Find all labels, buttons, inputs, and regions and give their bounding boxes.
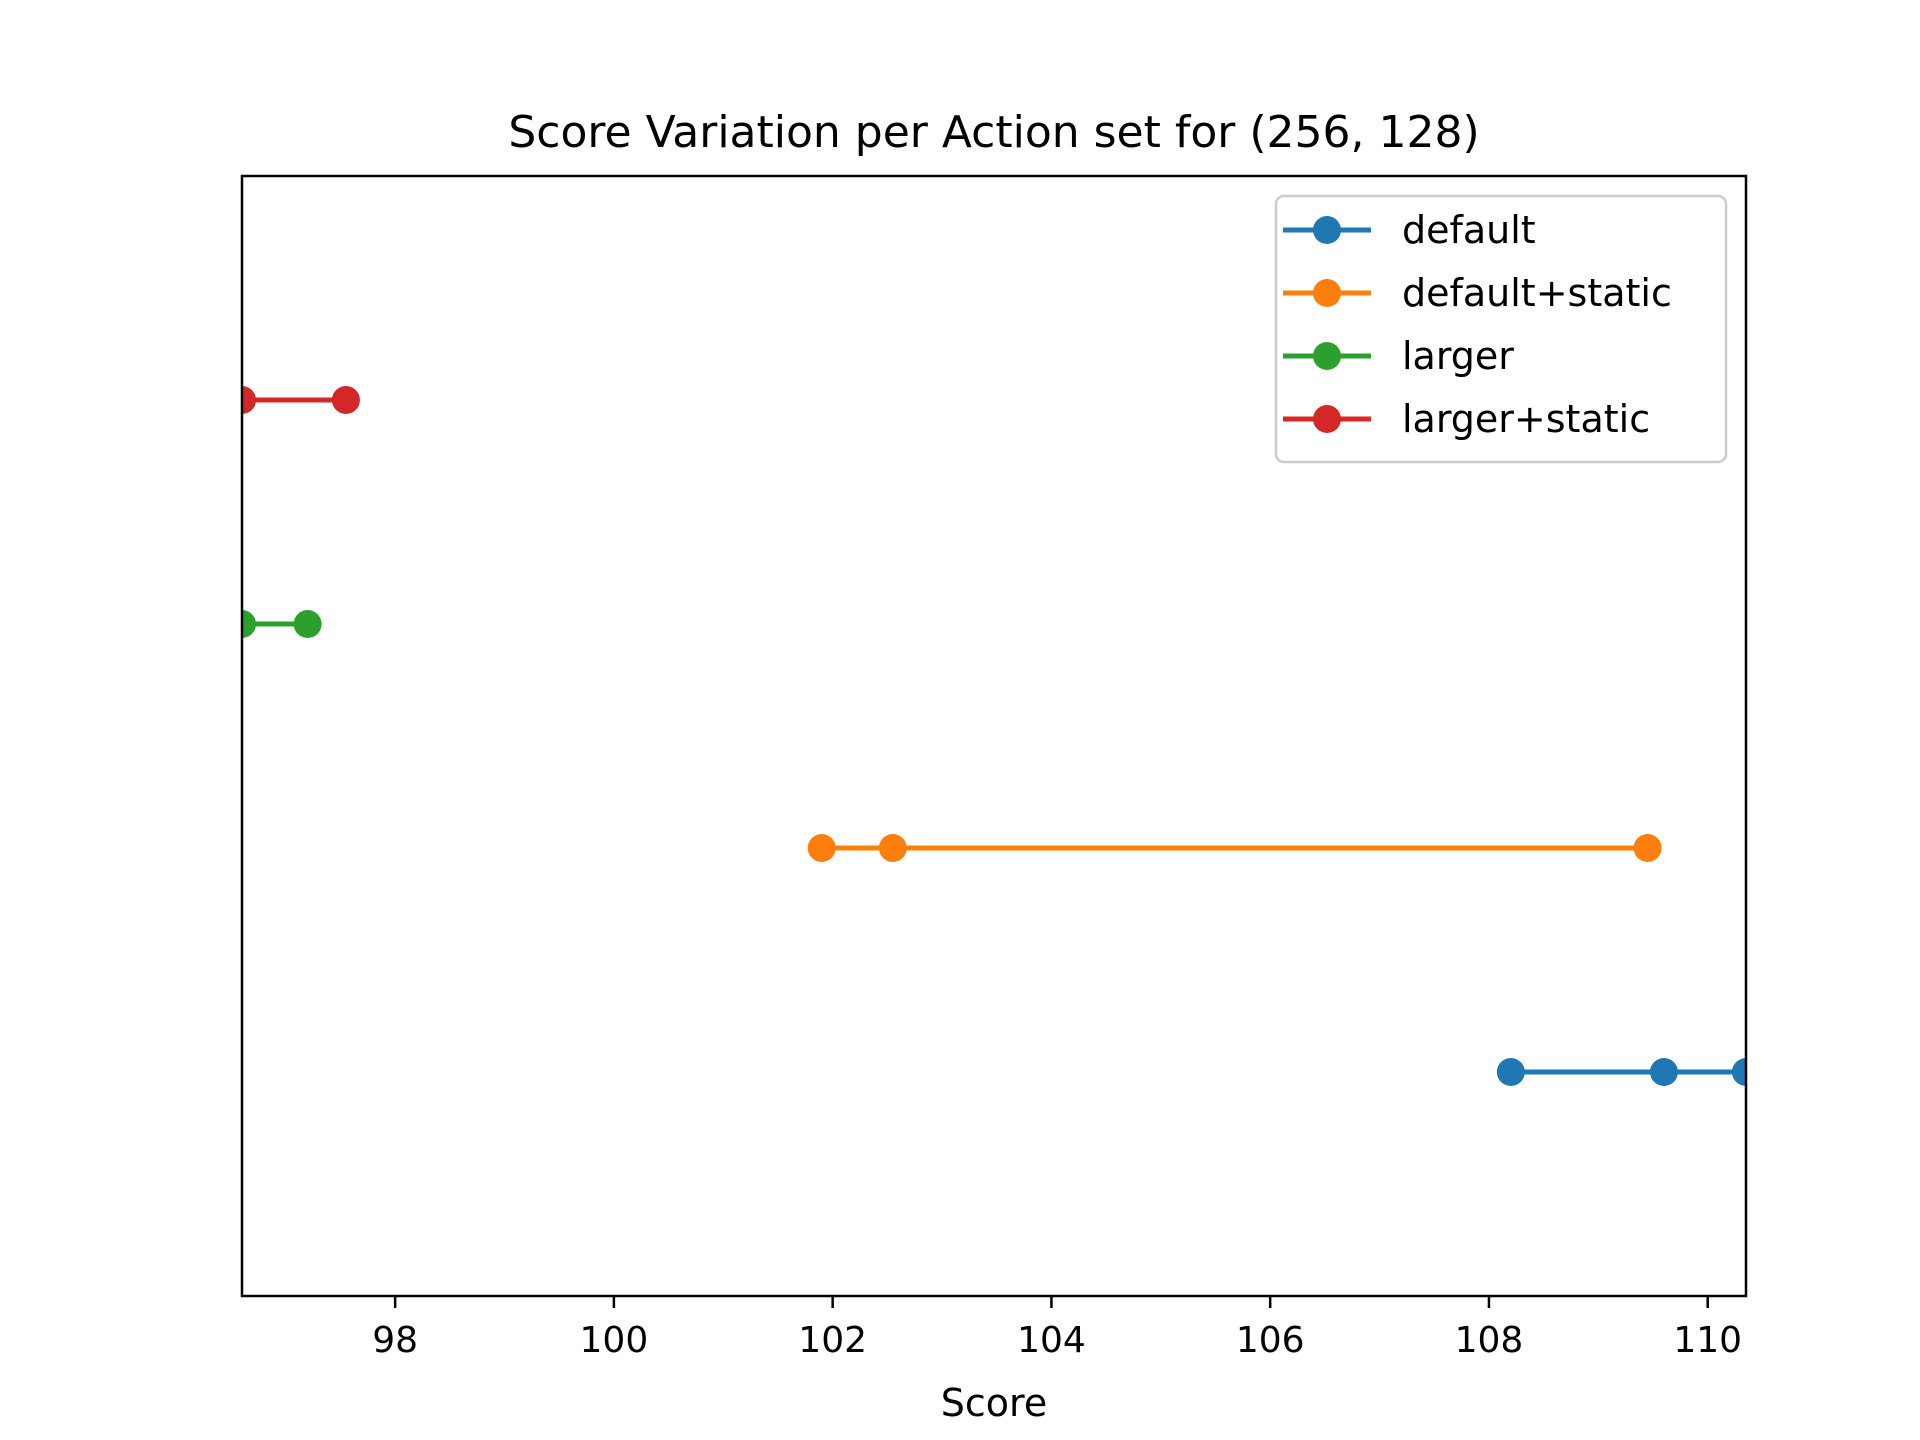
legend-items: default default+static larger larger+static: [1283, 208, 1672, 441]
legend-frame: [1274, 194, 1728, 464]
data-point-larger-1: [293, 610, 322, 638]
x-tick-label: 108: [1455, 1320, 1524, 1361]
x-tick-label: 106: [1236, 1320, 1305, 1361]
legend-marker-larger: [1313, 342, 1341, 370]
data-point-default+static-1: [878, 834, 907, 862]
data-point-default-1: [1649, 1058, 1678, 1086]
legend-label-larger+static: larger+static: [1402, 397, 1650, 441]
x-tick-label: 102: [798, 1320, 867, 1361]
data-point-larger+static-0: [242, 386, 256, 414]
data-point-default+static-0: [807, 834, 836, 862]
plot-frame: [240, 174, 1748, 1298]
legend-marker-default+static: [1313, 279, 1341, 307]
series-layer: [242, 386, 1746, 1086]
legend-label-default: default: [1402, 208, 1536, 252]
data-point-larger-0: [242, 610, 256, 638]
x-tick-label: 100: [580, 1320, 649, 1361]
data-point-larger+static-1: [331, 386, 360, 414]
data-point-default-0: [1496, 1058, 1525, 1086]
x-axis-ticks: 98 100 102 104 106 108 110: [372, 1296, 1742, 1361]
legend-marker-default: [1313, 216, 1341, 244]
x-axis-label: Score: [941, 1381, 1047, 1425]
x-tick-label: 104: [1017, 1320, 1086, 1361]
chart-title: Score Variation per Action set for (256,…: [508, 107, 1479, 158]
x-tick-label: 98: [372, 1320, 418, 1361]
data-point-default+static-2: [1633, 834, 1662, 862]
legend: default default+static larger larger+static: [1274, 194, 1728, 464]
data-point-default-2: [1732, 1058, 1746, 1086]
x-tick-label: 110: [1673, 1320, 1742, 1361]
legend-marker-larger+static: [1313, 405, 1341, 433]
legend-label-default+static: default+static: [1402, 271, 1672, 315]
legend-label-larger: larger: [1402, 334, 1514, 378]
